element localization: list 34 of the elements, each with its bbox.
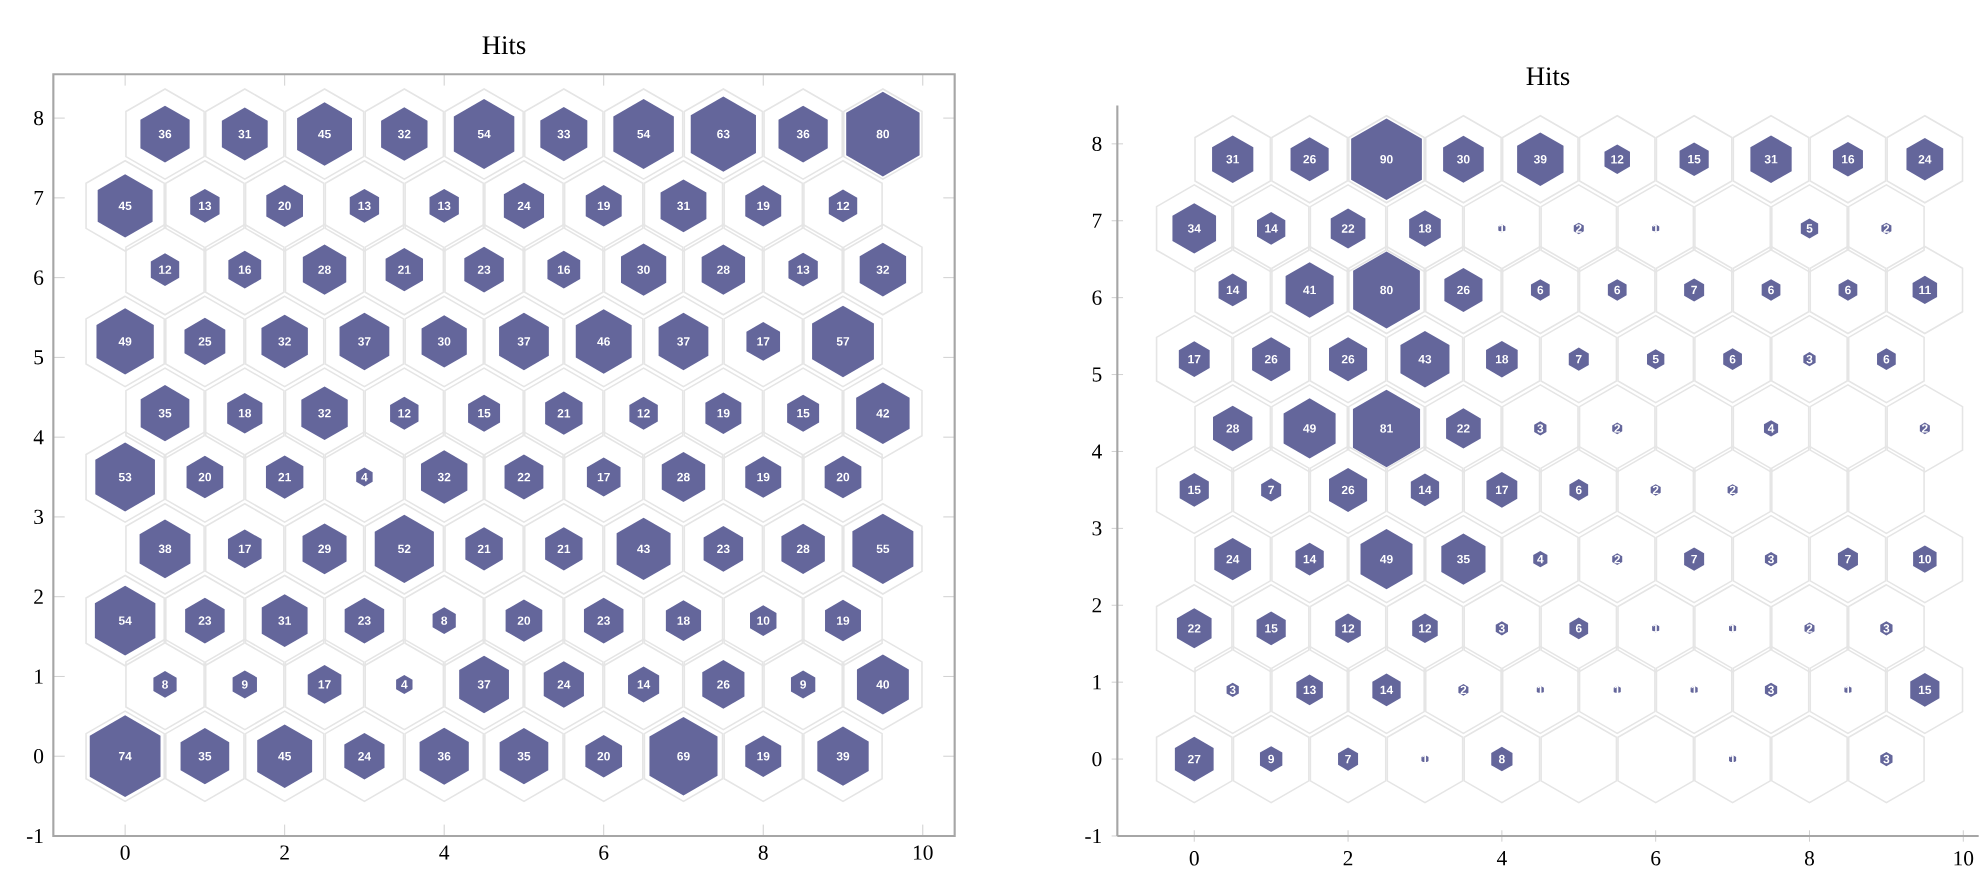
y-tick-label: 0 [34,748,44,764]
x-tick-label: 4 [1496,850,1507,865]
y-tick-label: 2 [1092,598,1102,613]
y-tick-label: 3 [1092,521,1102,536]
y-tick-label: 7 [34,190,44,205]
x-tick-label: 0 [120,845,130,860]
y-tick-label: 5 [1092,367,1102,382]
x-tick-label: 8 [758,845,768,860]
y-tick-label: 2 [34,589,43,604]
y-tick-label: 6 [1092,290,1102,305]
chart-title: Hits [1526,67,1570,86]
chart-title: Hits [482,36,526,54]
x-tick-label: 10 [913,845,933,860]
y-tick-label: 1 [1093,674,1101,690]
x-tick-label: 0 [1189,850,1199,866]
y-tick-label: 3 [34,509,44,524]
y-tick-label: 4 [33,429,44,444]
y-tick-label: 5 [34,350,44,365]
y-tick-label: 7 [1092,213,1102,228]
x-tick-label: 2 [280,845,289,860]
x-tick-label: 6 [599,845,609,860]
x-tick-label: 10 [1954,850,1974,866]
x-tick-label: 6 [1651,850,1661,866]
y-tick-label: 8 [1092,136,1102,151]
x-tick-label: 2 [1343,850,1353,866]
y-tick-label: 0 [1092,751,1102,767]
y-tick-label: 8 [34,110,44,126]
y-tick-label: -1 [26,828,43,843]
y-tick-label: -1 [1085,828,1101,843]
y-tick-label: 1 [35,669,43,684]
x-tick-label: 4 [439,845,450,860]
y-tick-label: 4 [1091,444,1102,459]
y-tick-label: 6 [34,270,44,285]
x-tick-label: 8 [1804,850,1815,866]
